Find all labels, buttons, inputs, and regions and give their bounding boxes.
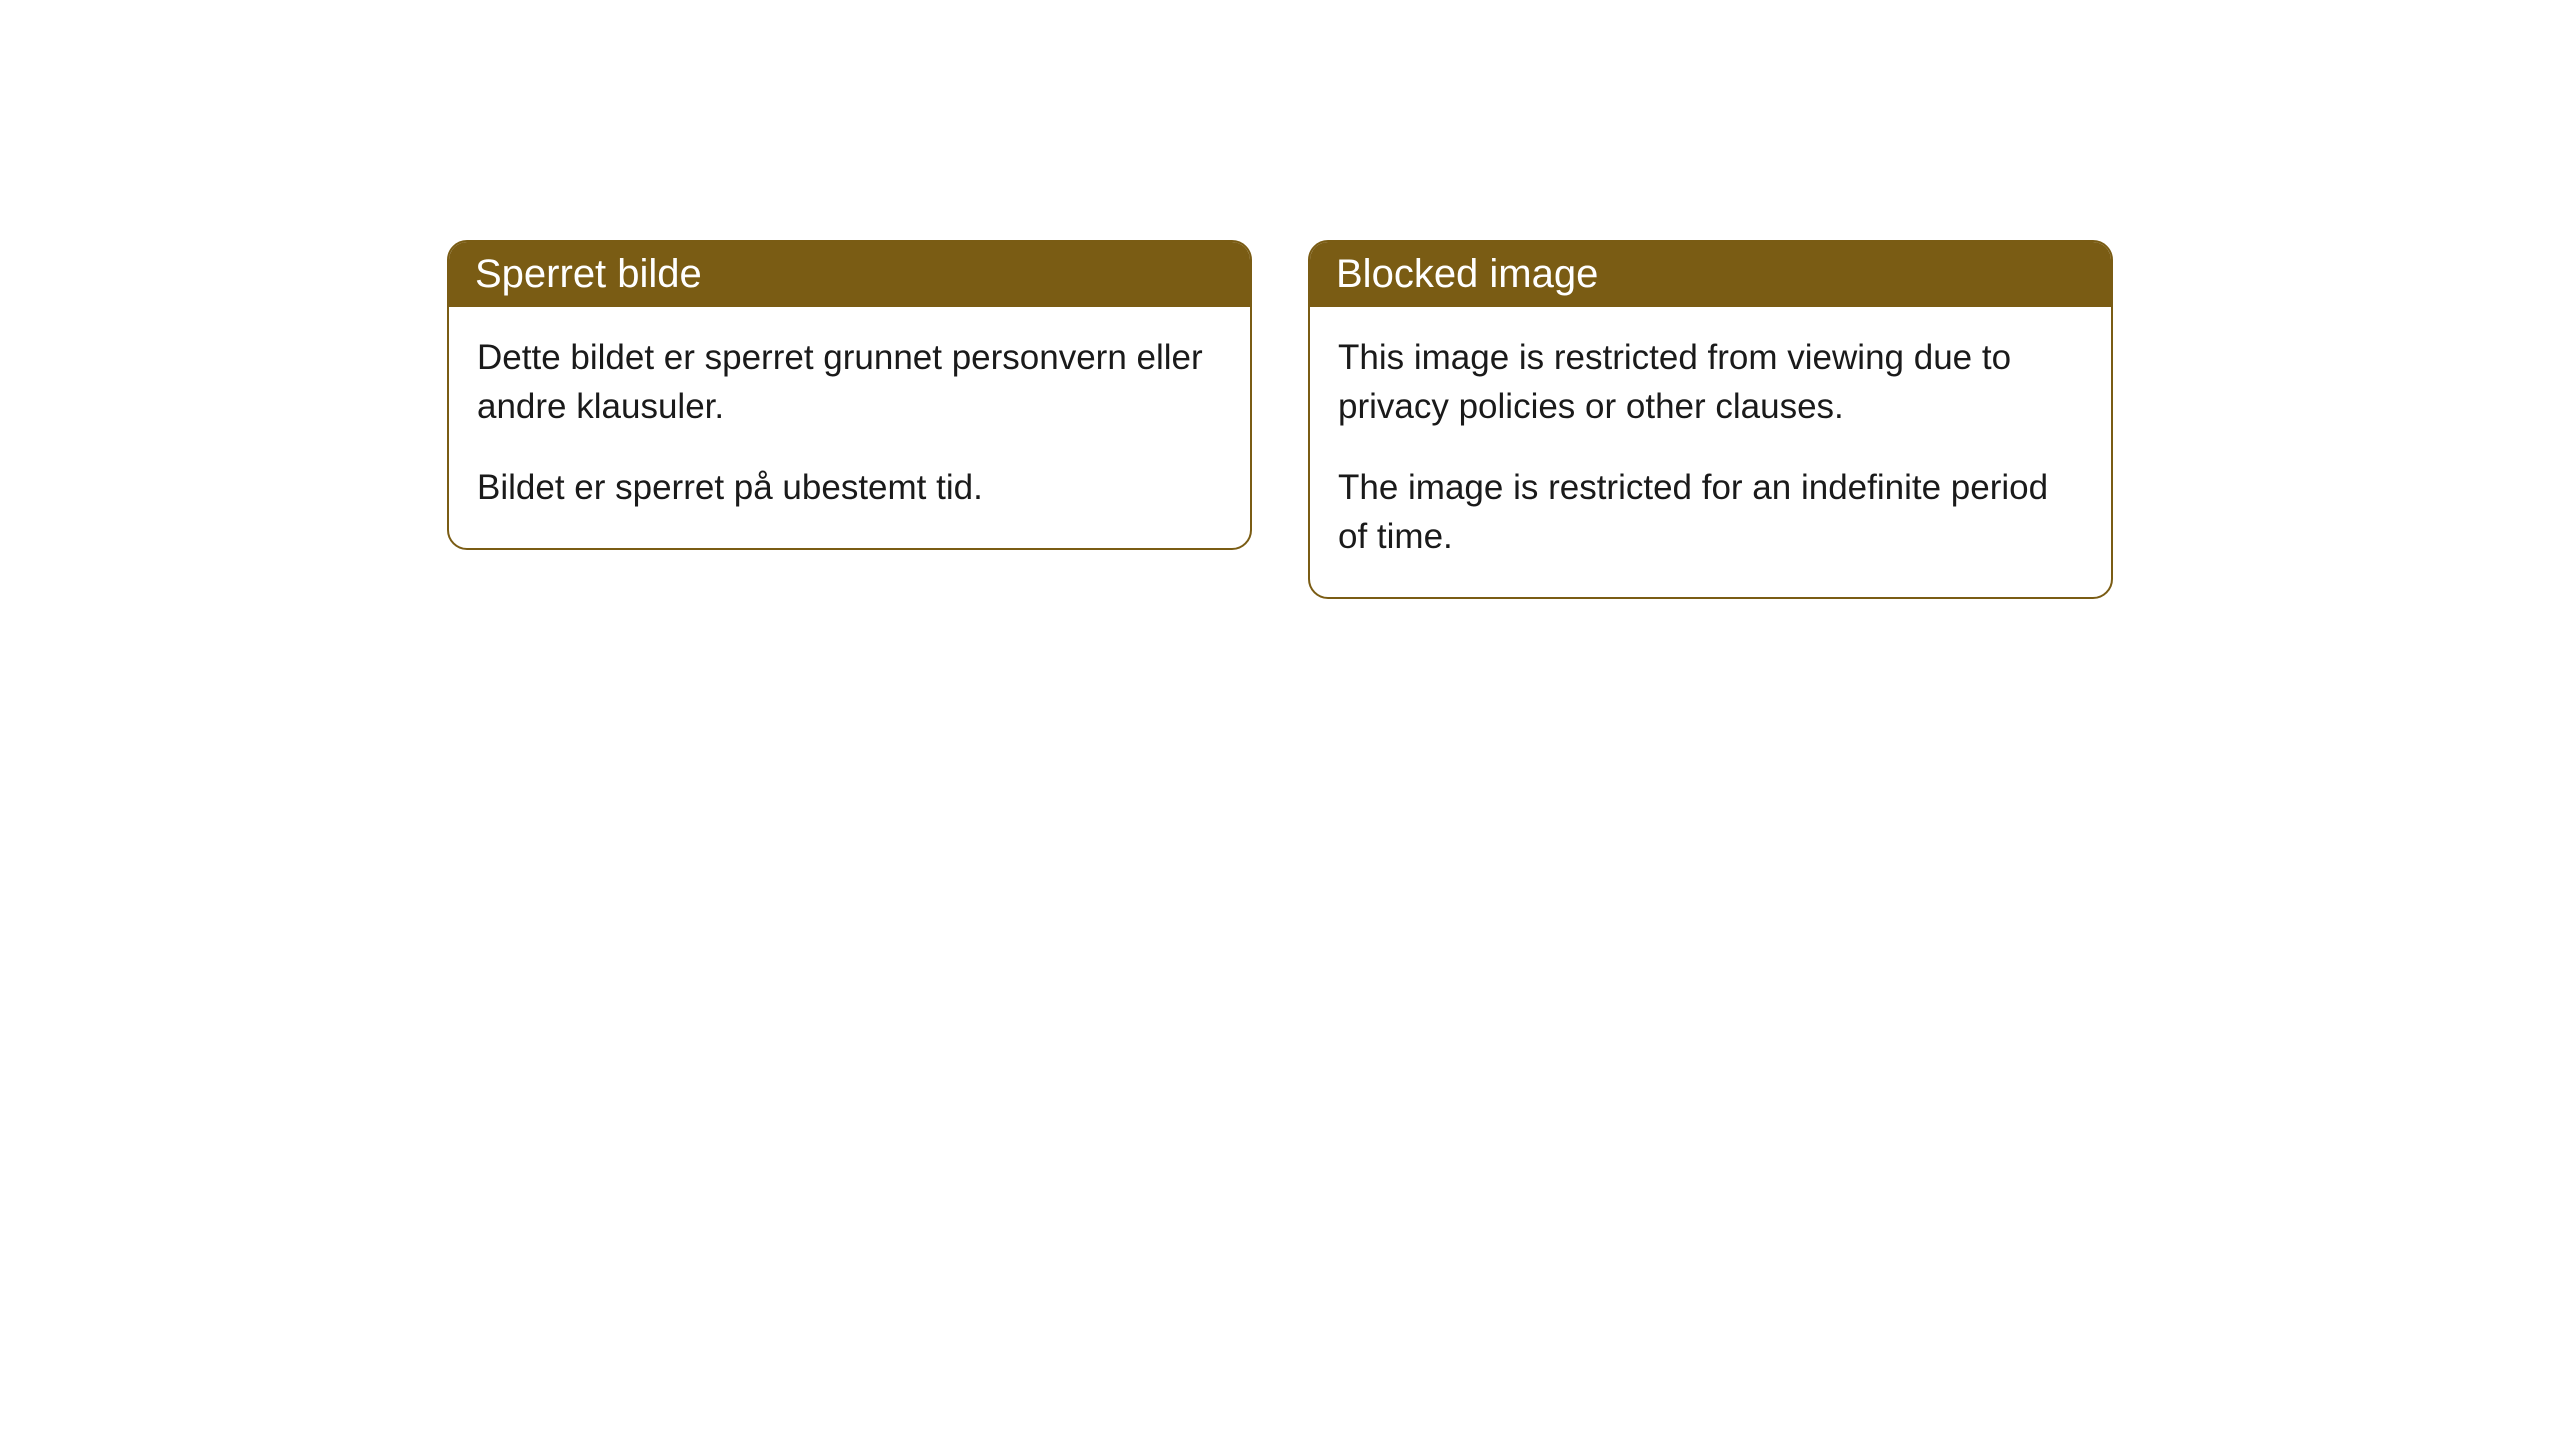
card-body-english: This image is restricted from viewing du… <box>1310 307 2111 597</box>
card-header-norwegian: Sperret bilde <box>449 242 1250 307</box>
notice-text-norwegian-p2: Bildet er sperret på ubestemt tid. <box>477 463 1222 512</box>
card-title-english: Blocked image <box>1336 252 1598 296</box>
card-body-norwegian: Dette bildet er sperret grunnet personve… <box>449 307 1250 548</box>
notice-text-english-p1: This image is restricted from viewing du… <box>1338 333 2083 431</box>
blocked-image-card-norwegian: Sperret bilde Dette bildet er sperret gr… <box>447 240 1252 550</box>
notice-text-norwegian-p1: Dette bildet er sperret grunnet personve… <box>477 333 1222 431</box>
notice-text-english-p2: The image is restricted for an indefinit… <box>1338 463 2083 561</box>
card-header-english: Blocked image <box>1310 242 2111 307</box>
notice-cards-container: Sperret bilde Dette bildet er sperret gr… <box>447 240 2113 1440</box>
card-title-norwegian: Sperret bilde <box>475 252 702 296</box>
blocked-image-card-english: Blocked image This image is restricted f… <box>1308 240 2113 599</box>
